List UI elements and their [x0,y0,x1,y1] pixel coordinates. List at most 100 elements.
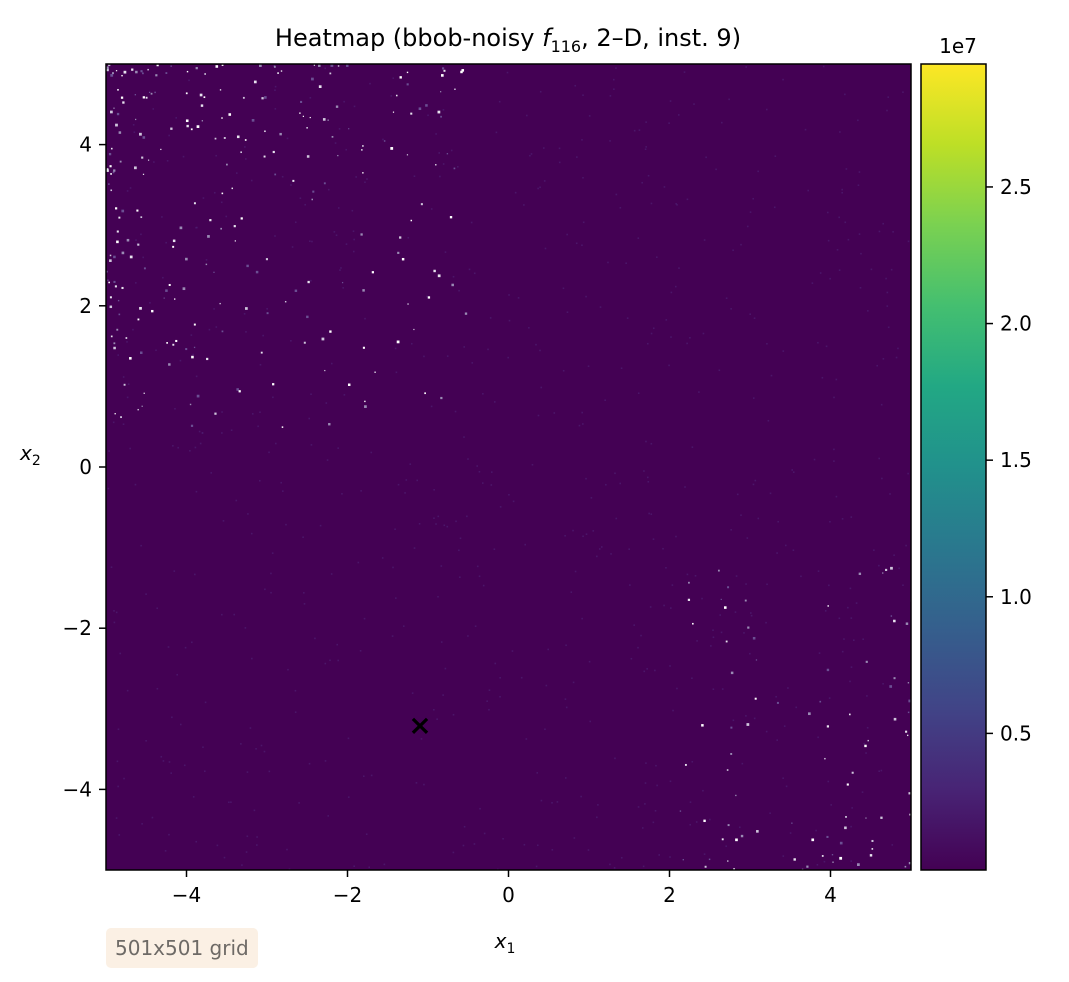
noise-texture-point [192,796,195,798]
noise-point [330,64,334,67]
noise-texture-point [752,397,755,399]
noise-texture-point [647,480,650,483]
noise-texture-point [133,131,136,134]
noise-point [435,164,437,166]
noise-texture-point [514,191,517,194]
noise-point [109,254,112,257]
noise-point [122,101,125,104]
noise-texture-point [436,718,438,720]
noise-texture-point [337,659,339,662]
noise-texture-point [647,174,650,177]
noise-point [110,173,112,175]
noise-texture-point [628,548,630,550]
noise-texture-point [728,98,730,101]
noise-point [231,187,234,190]
noise-texture-point [411,692,414,694]
noise-texture-point [462,844,465,847]
noise-texture-point [746,225,749,228]
noise-texture-point [490,484,493,486]
noise-texture-point [299,197,302,200]
noise-texture-point [161,216,163,218]
noise-point [185,119,189,123]
noise-texture-point [499,506,502,508]
noise-texture-point [720,631,723,634]
noise-texture-point [789,832,792,834]
noise-texture-point [383,863,386,866]
noise-texture-point [686,573,689,576]
noise-texture-point [670,291,673,294]
noise-point [858,572,862,576]
noise-point [140,216,143,219]
noise-texture-point [523,204,525,206]
noise-point [113,346,116,350]
noise-texture-point [573,837,576,839]
noise-texture-point [493,548,496,550]
noise-texture-point [736,493,739,496]
noise-texture-point [878,564,880,567]
noise-texture-point [430,405,433,408]
noise-texture-point [391,635,394,637]
noise-texture-point [612,78,615,81]
noise-point [311,77,314,81]
noise-texture-point [597,804,599,806]
noise-texture-point [644,782,647,784]
noise-texture-point [528,326,530,329]
noise-point [166,342,168,344]
noise-texture-point [151,816,154,819]
noise-texture-point [310,279,312,282]
noise-point [196,394,200,398]
noise-point [195,67,198,70]
noise-point [826,725,830,728]
noise-texture-point [368,866,371,869]
noise-texture-point [335,234,338,237]
noise-texture-point [882,682,884,685]
noise-texture-point [637,392,640,395]
noise-texture-point [324,67,327,70]
noise-texture-point [572,681,575,684]
noise-texture-point [609,140,611,142]
noise-texture-point [191,641,193,644]
noise-texture-point [290,339,292,342]
noise-texture-point [215,326,218,328]
noise-texture-point [471,362,474,364]
noise-texture-point [337,207,340,209]
colorbar-tick-label: 0.5 [1000,721,1032,745]
noise-point [172,239,176,243]
noise-point [134,94,137,96]
noise-texture-point [494,662,497,665]
noise-texture-point [648,512,650,515]
noise-texture-point [324,662,327,665]
y-tick-label: −2 [63,616,92,640]
noise-texture-point [113,610,115,612]
noise-texture-point [153,161,155,163]
noise-point [708,858,711,861]
noise-texture-point [537,187,539,190]
noise-texture-point [366,178,368,180]
noise-texture-point [750,614,753,617]
noise-point [115,70,118,72]
x-axis-ticks: −4 −2 0 2 4 [172,870,837,907]
noise-texture-point [308,762,311,765]
noise-texture-point [256,844,258,846]
noise-point [114,285,117,288]
noise-texture-point [783,725,786,727]
noise-texture-point [433,708,435,711]
noise-point [226,163,228,166]
noise-texture-point [394,528,396,531]
noise-texture-point [540,799,543,802]
noise-texture-point [553,412,556,414]
noise-texture-point [381,557,384,559]
noise-texture-point [585,533,588,535]
noise-texture-point [221,613,223,616]
noise-point [236,388,239,391]
noise-point [110,147,113,150]
noise-texture-point [866,695,868,697]
noise-texture-point [784,544,787,547]
noise-point [233,225,236,228]
noise-point [120,416,122,419]
noise-texture-point [825,345,828,348]
noise-texture-point [288,868,291,870]
noise-point [182,287,186,291]
noise-texture-point [302,536,304,538]
noise-point [865,817,867,819]
